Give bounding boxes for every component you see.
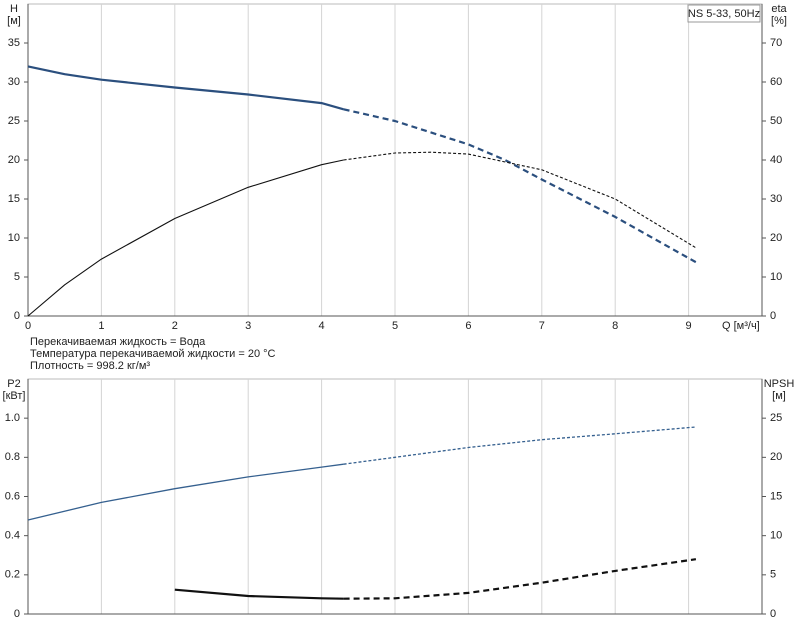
y2-tick-label: 10 (770, 530, 782, 542)
y-tick-label: 30 (8, 76, 20, 88)
x-tick-label: 6 (465, 320, 471, 332)
title-box (687, 4, 761, 23)
curve (343, 151, 697, 249)
x-label: Q [м³/ч] (722, 320, 760, 332)
y-tick-label: 0.6 (5, 490, 20, 502)
y-tick-label: 1.0 (5, 412, 20, 424)
y2-tick-label: 50 (770, 115, 782, 127)
y-unit: [кВт] (3, 390, 26, 402)
y-tick-label: 0 (14, 310, 20, 322)
chart-title: NS 5-33, 50Hz (688, 8, 760, 20)
y-tick-label: 20 (8, 154, 20, 166)
y2-tick-label: 0 (770, 608, 776, 620)
x-tick-label: 8 (612, 320, 618, 332)
x-tick-label: 4 (319, 320, 325, 332)
curve (174, 588, 344, 600)
y2-tick-label: 60 (770, 76, 782, 88)
x-tick-label: 9 (686, 320, 692, 332)
y-tick-label: 5 (14, 271, 20, 283)
x-tick-label: 3 (245, 320, 251, 332)
y-tick-label: 0.8 (5, 451, 20, 463)
x-tick-label: 7 (539, 320, 545, 332)
curve (343, 426, 696, 465)
y-tick-label: 0 (14, 608, 20, 620)
note: Перекачиваемая жидкость = Вода (30, 336, 206, 348)
y2-tick-label: 20 (770, 232, 782, 244)
curve (27, 65, 344, 111)
y2-unit: [м] (772, 390, 786, 402)
y-tick-label: 0.2 (5, 569, 20, 581)
y2-tick-label: 20 (770, 451, 782, 463)
y2-tick-label: 30 (770, 193, 782, 205)
y-tick-label: 35 (8, 37, 20, 49)
x-tick-label: 1 (98, 320, 104, 332)
note: Плотность = 998.2 кг/м³ (30, 360, 150, 372)
y2-tick-label: 15 (770, 490, 782, 502)
y2-unit: [%] (771, 15, 787, 27)
curve (343, 108, 697, 264)
curve (27, 463, 344, 521)
y2-tick-label: 40 (770, 154, 782, 166)
y2-tick-label: 25 (770, 412, 782, 424)
y2-tick-label: 10 (770, 271, 782, 283)
y2-tick-label: 70 (770, 37, 782, 49)
curve (343, 558, 697, 600)
x-tick-label: 2 (172, 320, 178, 332)
y2-label: eta (771, 3, 787, 15)
y2-label: NPSH (764, 378, 795, 390)
x-tick-label: 5 (392, 320, 398, 332)
y2-tick-label: 5 (770, 569, 776, 581)
y-label: P2 (7, 378, 20, 390)
y-tick-label: 25 (8, 115, 20, 127)
curve (27, 159, 344, 317)
y-label: H (10, 3, 18, 15)
y-tick-label: 10 (8, 232, 20, 244)
y2-tick-label: 0 (770, 310, 776, 322)
x-tick-label: 0 (25, 320, 31, 332)
y-unit: [м] (7, 15, 21, 27)
y-tick-label: 15 (8, 193, 20, 205)
y-tick-label: 0.4 (5, 530, 20, 542)
note: Температура перекачиваемой жидкости = 20… (30, 348, 276, 360)
